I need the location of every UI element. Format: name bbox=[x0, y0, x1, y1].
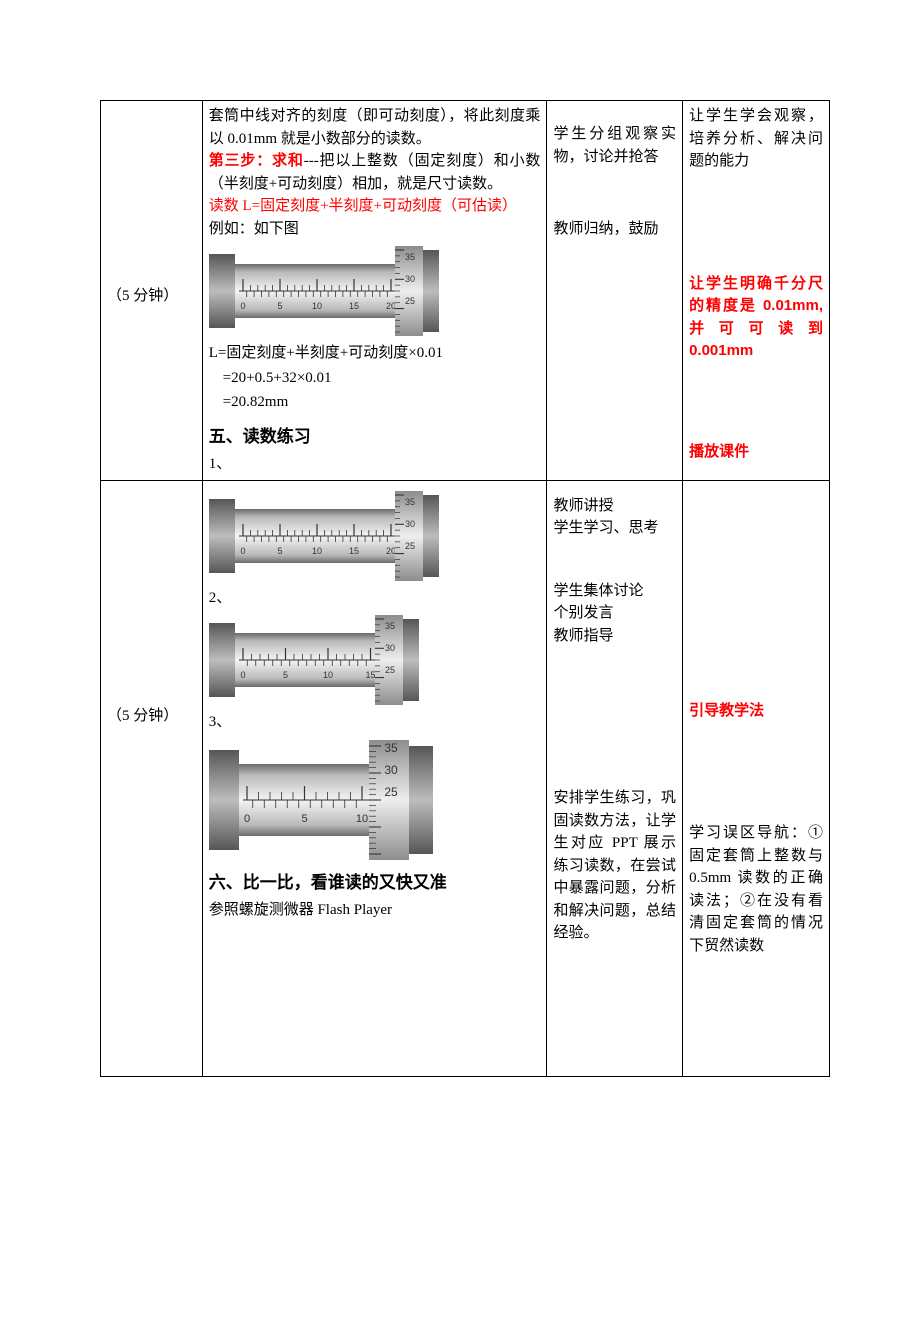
note-text: 学习误区导航：①固定套筒上整数与 0.5mm 读数的正确读法；②在没有看清固定套… bbox=[689, 822, 823, 957]
page: （5 分钟） 套筒中线对齐的刻度（即可动刻度），将此刻度乘以 0.01mm 就是… bbox=[0, 0, 920, 1327]
flash-note: 参照螺旋测微器 Flash Player bbox=[209, 899, 541, 922]
activity-text: 教师归纳，鼓励 bbox=[553, 218, 676, 241]
svg-text:15: 15 bbox=[365, 670, 375, 680]
note-red: 引导教学法 bbox=[689, 700, 823, 723]
svg-text:5: 5 bbox=[277, 546, 282, 556]
svg-text:0: 0 bbox=[240, 670, 245, 680]
micrometer-example: 0 5 10 15 20 35 30 25 bbox=[209, 246, 541, 336]
micrometer-svg: 0 5 10 15 35 30 25 bbox=[209, 615, 424, 705]
note-red: 让学生明确千分尺的精度是 0.01mm,并可可读到 0.001mm bbox=[689, 273, 823, 363]
svg-text:30: 30 bbox=[405, 274, 415, 284]
micrometer-ex2: 0 5 10 15 35 30 25 bbox=[209, 615, 541, 705]
svg-text:35: 35 bbox=[405, 252, 415, 262]
svg-text:35: 35 bbox=[405, 497, 415, 507]
svg-text:35: 35 bbox=[385, 621, 395, 631]
svg-text:30: 30 bbox=[385, 643, 395, 653]
activity-cell: 学生分组观察实物，讨论并抢答 教师归纳，鼓励 bbox=[547, 101, 683, 481]
time-cell: （5 分钟） bbox=[101, 101, 203, 481]
content-cell: 套筒中线对齐的刻度（即可动刻度），将此刻度乘以 0.01mm 就是小数部分的读数… bbox=[202, 101, 547, 481]
time-label: （5 分钟） bbox=[107, 285, 196, 308]
svg-text:0: 0 bbox=[240, 546, 245, 556]
exercise-label: 3、 bbox=[209, 711, 541, 734]
micrometer-svg: 0 5 10 35 30 25 bbox=[209, 740, 444, 860]
step3-label: 第三步：求和 bbox=[209, 153, 304, 169]
notes-cell: 让学生学会观察，培养分析、解决问题的能力 让学生明确千分尺的精度是 0.01mm… bbox=[683, 101, 830, 481]
calc-line: L=固定刻度+半刻度+可动刻度×0.01 bbox=[209, 342, 541, 365]
activity-text: 教师讲授 bbox=[553, 495, 676, 518]
svg-text:30: 30 bbox=[405, 519, 415, 529]
activity-text: 学生集体讨论 bbox=[553, 580, 676, 603]
table-row: （5 分钟） 套筒中线对齐的刻度（即可动刻度），将此刻度乘以 0.01mm 就是… bbox=[101, 101, 830, 481]
micrometer-svg: 0 5 10 15 20 35 30 25 bbox=[209, 246, 439, 336]
reading-formula: 读数 L=固定刻度+半刻度+可动刻度（可估读） bbox=[209, 195, 541, 218]
svg-text:0: 0 bbox=[240, 301, 245, 311]
svg-text:5: 5 bbox=[277, 301, 282, 311]
svg-text:20: 20 bbox=[386, 546, 396, 556]
svg-text:25: 25 bbox=[384, 785, 398, 799]
activity-text: 教师指导 bbox=[553, 625, 676, 648]
content-cell: 0 5 10 15 20 35 30 25 2、 0 5 10 15 35 30 25 3、 bbox=[202, 480, 547, 1076]
micrometer-ex3: 0 5 10 35 30 25 bbox=[209, 740, 541, 860]
note-red: 播放课件 bbox=[689, 441, 823, 464]
svg-text:25: 25 bbox=[405, 541, 415, 551]
note-text: 让学生学会观察，培养分析、解决问题的能力 bbox=[689, 105, 823, 173]
activity-text: 安排学生练习，巩固读数方法，让学生对应 PPT 展示练习读数，在尝试中暴露问题，… bbox=[553, 787, 676, 945]
micrometer-svg: 0 5 10 15 20 35 30 25 bbox=[209, 491, 439, 581]
exercise-label: 1、 bbox=[209, 453, 541, 476]
example-label: 例如：如下图 bbox=[209, 218, 541, 241]
svg-text:5: 5 bbox=[283, 670, 288, 680]
paragraph: 第三步：求和---把以上整数（固定刻度）和小数（半刻度+可动刻度）相加，就是尺寸… bbox=[209, 150, 541, 195]
lesson-table: （5 分钟） 套筒中线对齐的刻度（即可动刻度），将此刻度乘以 0.01mm 就是… bbox=[100, 100, 830, 1077]
activity-text: 个别发言 bbox=[553, 602, 676, 625]
svg-text:20: 20 bbox=[386, 301, 396, 311]
micrometer-ex1: 0 5 10 15 20 35 30 25 bbox=[209, 491, 541, 581]
svg-text:30: 30 bbox=[384, 763, 398, 777]
exercise-label: 2、 bbox=[209, 587, 541, 610]
time-label: （5 分钟） bbox=[107, 705, 196, 728]
activity-cell: 教师讲授 学生学习、思考 学生集体讨论 个别发言 教师指导 安排学生练习，巩固读… bbox=[547, 480, 683, 1076]
notes-cell: 引导教学法 学习误区导航：①固定套筒上整数与 0.5mm 读数的正确读法；②在没… bbox=[683, 480, 830, 1076]
section5-title: 五、读数练习 bbox=[209, 424, 541, 450]
table-row: （5 分钟） 0 5 10 15 20 35 30 25 2、 0 5 10 15 bbox=[101, 480, 830, 1076]
calc-line: =20.82mm bbox=[209, 391, 541, 414]
svg-text:10: 10 bbox=[323, 670, 333, 680]
svg-text:15: 15 bbox=[349, 546, 359, 556]
activity-text: 学生学习、思考 bbox=[553, 517, 676, 540]
svg-text:10: 10 bbox=[312, 301, 322, 311]
time-cell: （5 分钟） bbox=[101, 480, 203, 1076]
svg-text:25: 25 bbox=[385, 665, 395, 675]
calc-line: =20+0.5+32×0.01 bbox=[209, 367, 541, 390]
svg-text:25: 25 bbox=[405, 296, 415, 306]
svg-text:10: 10 bbox=[356, 813, 368, 825]
svg-text:10: 10 bbox=[312, 546, 322, 556]
paragraph: 套筒中线对齐的刻度（即可动刻度），将此刻度乘以 0.01mm 就是小数部分的读数… bbox=[209, 105, 541, 150]
svg-text:5: 5 bbox=[301, 813, 307, 825]
svg-text:0: 0 bbox=[244, 813, 250, 825]
svg-text:35: 35 bbox=[384, 741, 398, 755]
section6-title: 六、比一比，看谁读的又快又准 bbox=[209, 870, 541, 896]
activity-text: 学生分组观察实物，讨论并抢答 bbox=[553, 123, 676, 168]
svg-text:15: 15 bbox=[349, 301, 359, 311]
